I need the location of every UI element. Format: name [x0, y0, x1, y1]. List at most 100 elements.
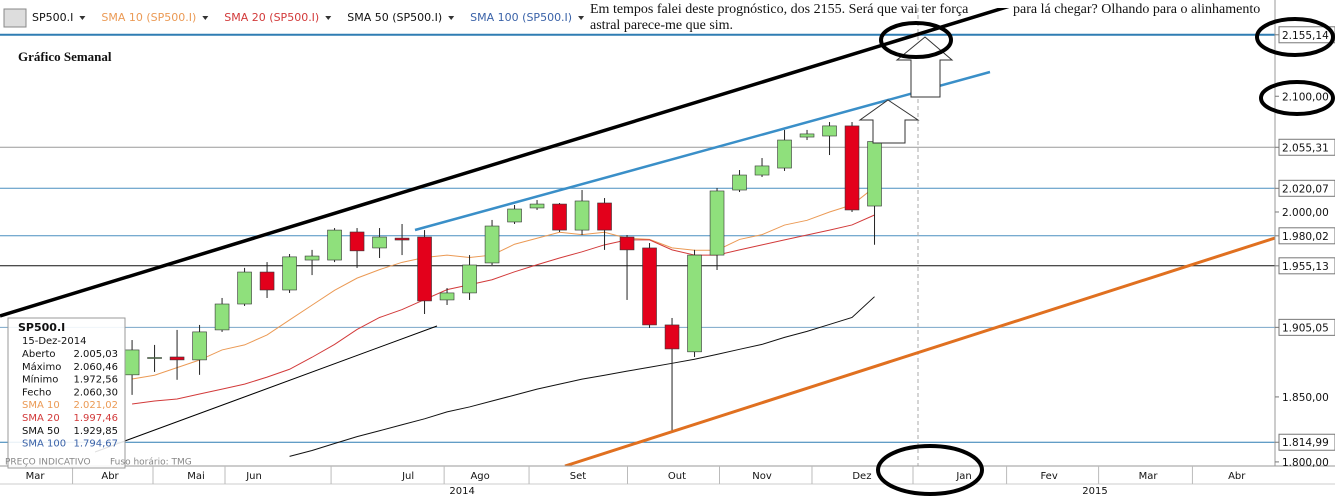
year-label: 2015 — [1082, 486, 1107, 497]
candle-body — [417, 236, 432, 302]
legend-entry[interactable]: SMA 100 (SP500.I) — [470, 11, 572, 24]
candle-body — [372, 236, 387, 249]
y-tick-label: 1.850,00 — [1282, 392, 1329, 404]
candle-body — [327, 229, 342, 261]
y-tick-box — [1278, 318, 1335, 336]
y-tick-label: 2.155,14 — [1282, 30, 1329, 42]
y-tick-label: 1.800,00 — [1282, 457, 1329, 469]
legend-dropdown — [202, 16, 209, 20]
y-tick-box — [1278, 227, 1335, 245]
x-tick-label: Jul — [401, 471, 414, 482]
x-tick-label: Abr — [1228, 471, 1246, 482]
candle-body — [507, 208, 522, 223]
candle-body — [349, 231, 365, 252]
legend-dropdown — [578, 16, 585, 20]
info-label: Fecho — [22, 387, 51, 398]
candle-body — [462, 264, 477, 294]
candle-body — [867, 141, 882, 207]
trend-line — [0, 8, 1010, 318]
info-box-frame — [7, 317, 126, 469]
info-value: 1.972,56 — [73, 375, 118, 386]
footer: PREÇO INDICATIVO — [5, 458, 91, 468]
annotation: para lá chegar? Olhando para o alinhamen… — [1013, 2, 1260, 17]
y-tick-label: 1.905,05 — [1282, 322, 1329, 334]
legend-dropdown — [325, 16, 332, 20]
x-tick-label: Out — [668, 471, 686, 482]
y-tick-label: 1.955,13 — [1282, 261, 1329, 273]
info-label: Aberto — [22, 349, 56, 360]
legend-entry[interactable]: SMA 50 (SP500.I) — [347, 11, 442, 24]
candle-body — [124, 349, 140, 376]
trend-line — [564, 236, 1275, 466]
x-tick-label: Mar — [1139, 471, 1159, 482]
candle-body — [822, 125, 837, 137]
candle-body — [732, 174, 747, 191]
x-tick-label: Jun — [245, 471, 262, 482]
x-tick-label: Jan — [955, 471, 971, 482]
x-tick-label: Fev — [1040, 471, 1057, 482]
y-tick-label: 2.055,31 — [1282, 142, 1329, 154]
x-axis-panel — [0, 466, 1335, 498]
grid-layer — [0, 33, 1275, 443]
candle-body — [619, 236, 635, 251]
candle-body — [552, 203, 567, 231]
candle-body — [687, 254, 702, 353]
highlight — [1259, 80, 1335, 116]
info-value: 2.021,02 — [73, 400, 118, 411]
x-tick-label: Dez — [852, 471, 871, 482]
info-value: 2.060,30 — [73, 387, 118, 398]
x-tick-label: Set — [570, 471, 587, 482]
candle-body — [664, 324, 680, 350]
info-value: 1.794,67 — [73, 439, 118, 450]
y-tick-box — [1278, 433, 1335, 451]
candle-body — [282, 256, 297, 291]
info-date: 15-Dez-2014 — [22, 336, 87, 347]
info-label: SMA 20 — [22, 413, 60, 424]
chart-title: Gráfico Semanal — [18, 49, 112, 64]
candle-body — [147, 357, 162, 359]
legend-dropdown — [79, 16, 86, 20]
highlight — [879, 21, 953, 59]
trend-line — [94, 325, 438, 453]
x-tick-label: Mar — [26, 471, 46, 482]
x-tick-label: Mai — [187, 471, 205, 482]
timezone: Fuso horário: TMG — [110, 458, 192, 468]
legend-entry[interactable]: SMA 10 (SP500.I) — [101, 11, 196, 24]
candle-body — [214, 303, 230, 331]
y-tick-label: 1.814,99 — [1282, 437, 1329, 449]
x-tick-label: Nov — [752, 471, 772, 482]
highlight — [876, 444, 984, 496]
legend-dropdown — [448, 16, 455, 20]
year-label: 2014 — [449, 486, 474, 497]
candle-body — [304, 255, 320, 261]
info-label: Máximo — [22, 361, 61, 373]
info-title: SP500.I — [18, 321, 65, 334]
candle-body — [597, 202, 612, 231]
info-value: 1.929,85 — [73, 426, 118, 437]
highlights — [876, 17, 1335, 496]
symbol-icon — [3, 8, 27, 28]
marks-layer — [124, 122, 882, 457]
moving-average-line — [131, 186, 875, 380]
trend-line — [414, 70, 991, 232]
y-tick-label: 2.000,00 — [1282, 207, 1329, 219]
info-label: SMA 100 — [22, 439, 66, 450]
candle-body — [439, 292, 455, 301]
candle-body — [394, 237, 410, 241]
info-value: 1.997,46 — [73, 413, 118, 424]
legend-entry[interactable]: SP500.I — [32, 11, 73, 24]
y-tick-label: 1.980,02 — [1282, 231, 1329, 243]
candle-body — [192, 331, 207, 361]
info-value: 2.005,03 — [73, 349, 118, 360]
x-tick-label: Ago — [470, 471, 489, 482]
annotation: astral parece-me que sim. — [590, 18, 733, 33]
x-tick-label: Abr — [101, 471, 119, 482]
candle-body — [642, 247, 657, 326]
y-tick-box — [1278, 179, 1335, 197]
candle-body — [484, 225, 500, 264]
legend-entry[interactable]: SMA 20 (SP500.I) — [224, 11, 319, 24]
y-tick-box — [1278, 138, 1335, 156]
